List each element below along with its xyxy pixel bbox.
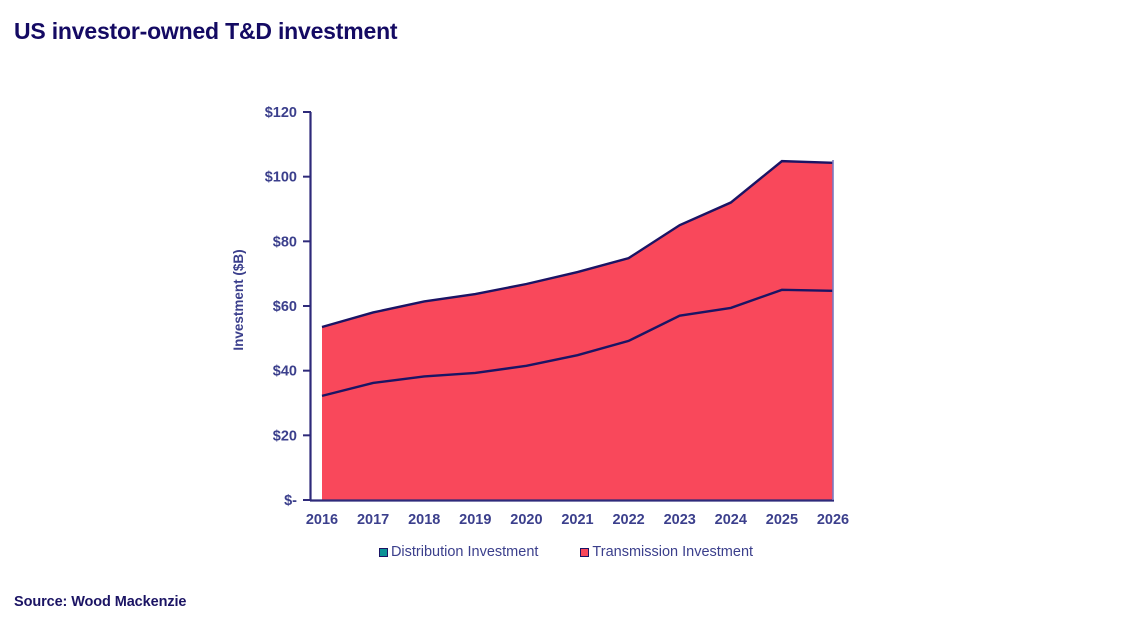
- y-axis-tick-label: $20: [273, 428, 297, 444]
- legend-swatch-distribution: [378, 547, 388, 557]
- legend-swatch-transmission: [580, 547, 590, 557]
- x-axis-tick-label: 2017: [357, 512, 389, 528]
- x-axis-tick-label: 2022: [612, 512, 644, 528]
- series-line-distribution: [321, 288, 834, 398]
- x-axis-tick-label: 2016: [306, 512, 338, 528]
- y-axis-tick-label: $60: [273, 299, 297, 315]
- x-axis-tick-label: 2023: [664, 512, 696, 528]
- y-axis-tick-label: $120: [265, 105, 297, 121]
- y-axis-tick-label: $100: [265, 170, 297, 186]
- legend-item-distribution[interactable]: Distribution Investment: [378, 544, 539, 560]
- x-axis-tick-label: 2019: [459, 512, 491, 528]
- x-axis-tick-label: 2020: [510, 512, 542, 528]
- x-axis-tick-label: 2021: [561, 512, 593, 528]
- series-line-total: [321, 159, 834, 329]
- series-area-transmission: [322, 161, 833, 500]
- y-axis-title: Investment ($B): [231, 249, 246, 350]
- source-note: Source: Wood Mackenzie: [14, 594, 187, 610]
- y-axis-tick-label: $80: [273, 234, 297, 250]
- x-axis-tick-label: 2026: [817, 512, 849, 528]
- chart-legend: Distribution Investment Transmission Inv…: [0, 544, 1132, 560]
- x-axis-tick-labels: 2016 2017 2018 2019 2020 2021 2022 2023 2024 2025…: [306, 512, 849, 528]
- y-axis-tick-labels: $- $20 $40 $60 $80 $100 $120: [265, 105, 297, 509]
- y-axis-tick-label: $-: [284, 493, 297, 509]
- y-axis-ticks: [303, 111, 311, 501]
- x-axis-tick-label: 2018: [408, 512, 440, 528]
- x-axis-tick-label: 2025: [766, 512, 798, 528]
- legend-item-transmission[interactable]: Transmission Investment: [580, 544, 753, 560]
- x-axis-tick-label: 2024: [715, 512, 747, 528]
- legend-label-distribution: Distribution Investment: [390, 544, 539, 560]
- legend-label-transmission: Transmission Investment: [592, 544, 754, 560]
- y-axis-tick-label: $40: [273, 364, 297, 380]
- page-title: US investor-owned T&D investment: [14, 18, 398, 44]
